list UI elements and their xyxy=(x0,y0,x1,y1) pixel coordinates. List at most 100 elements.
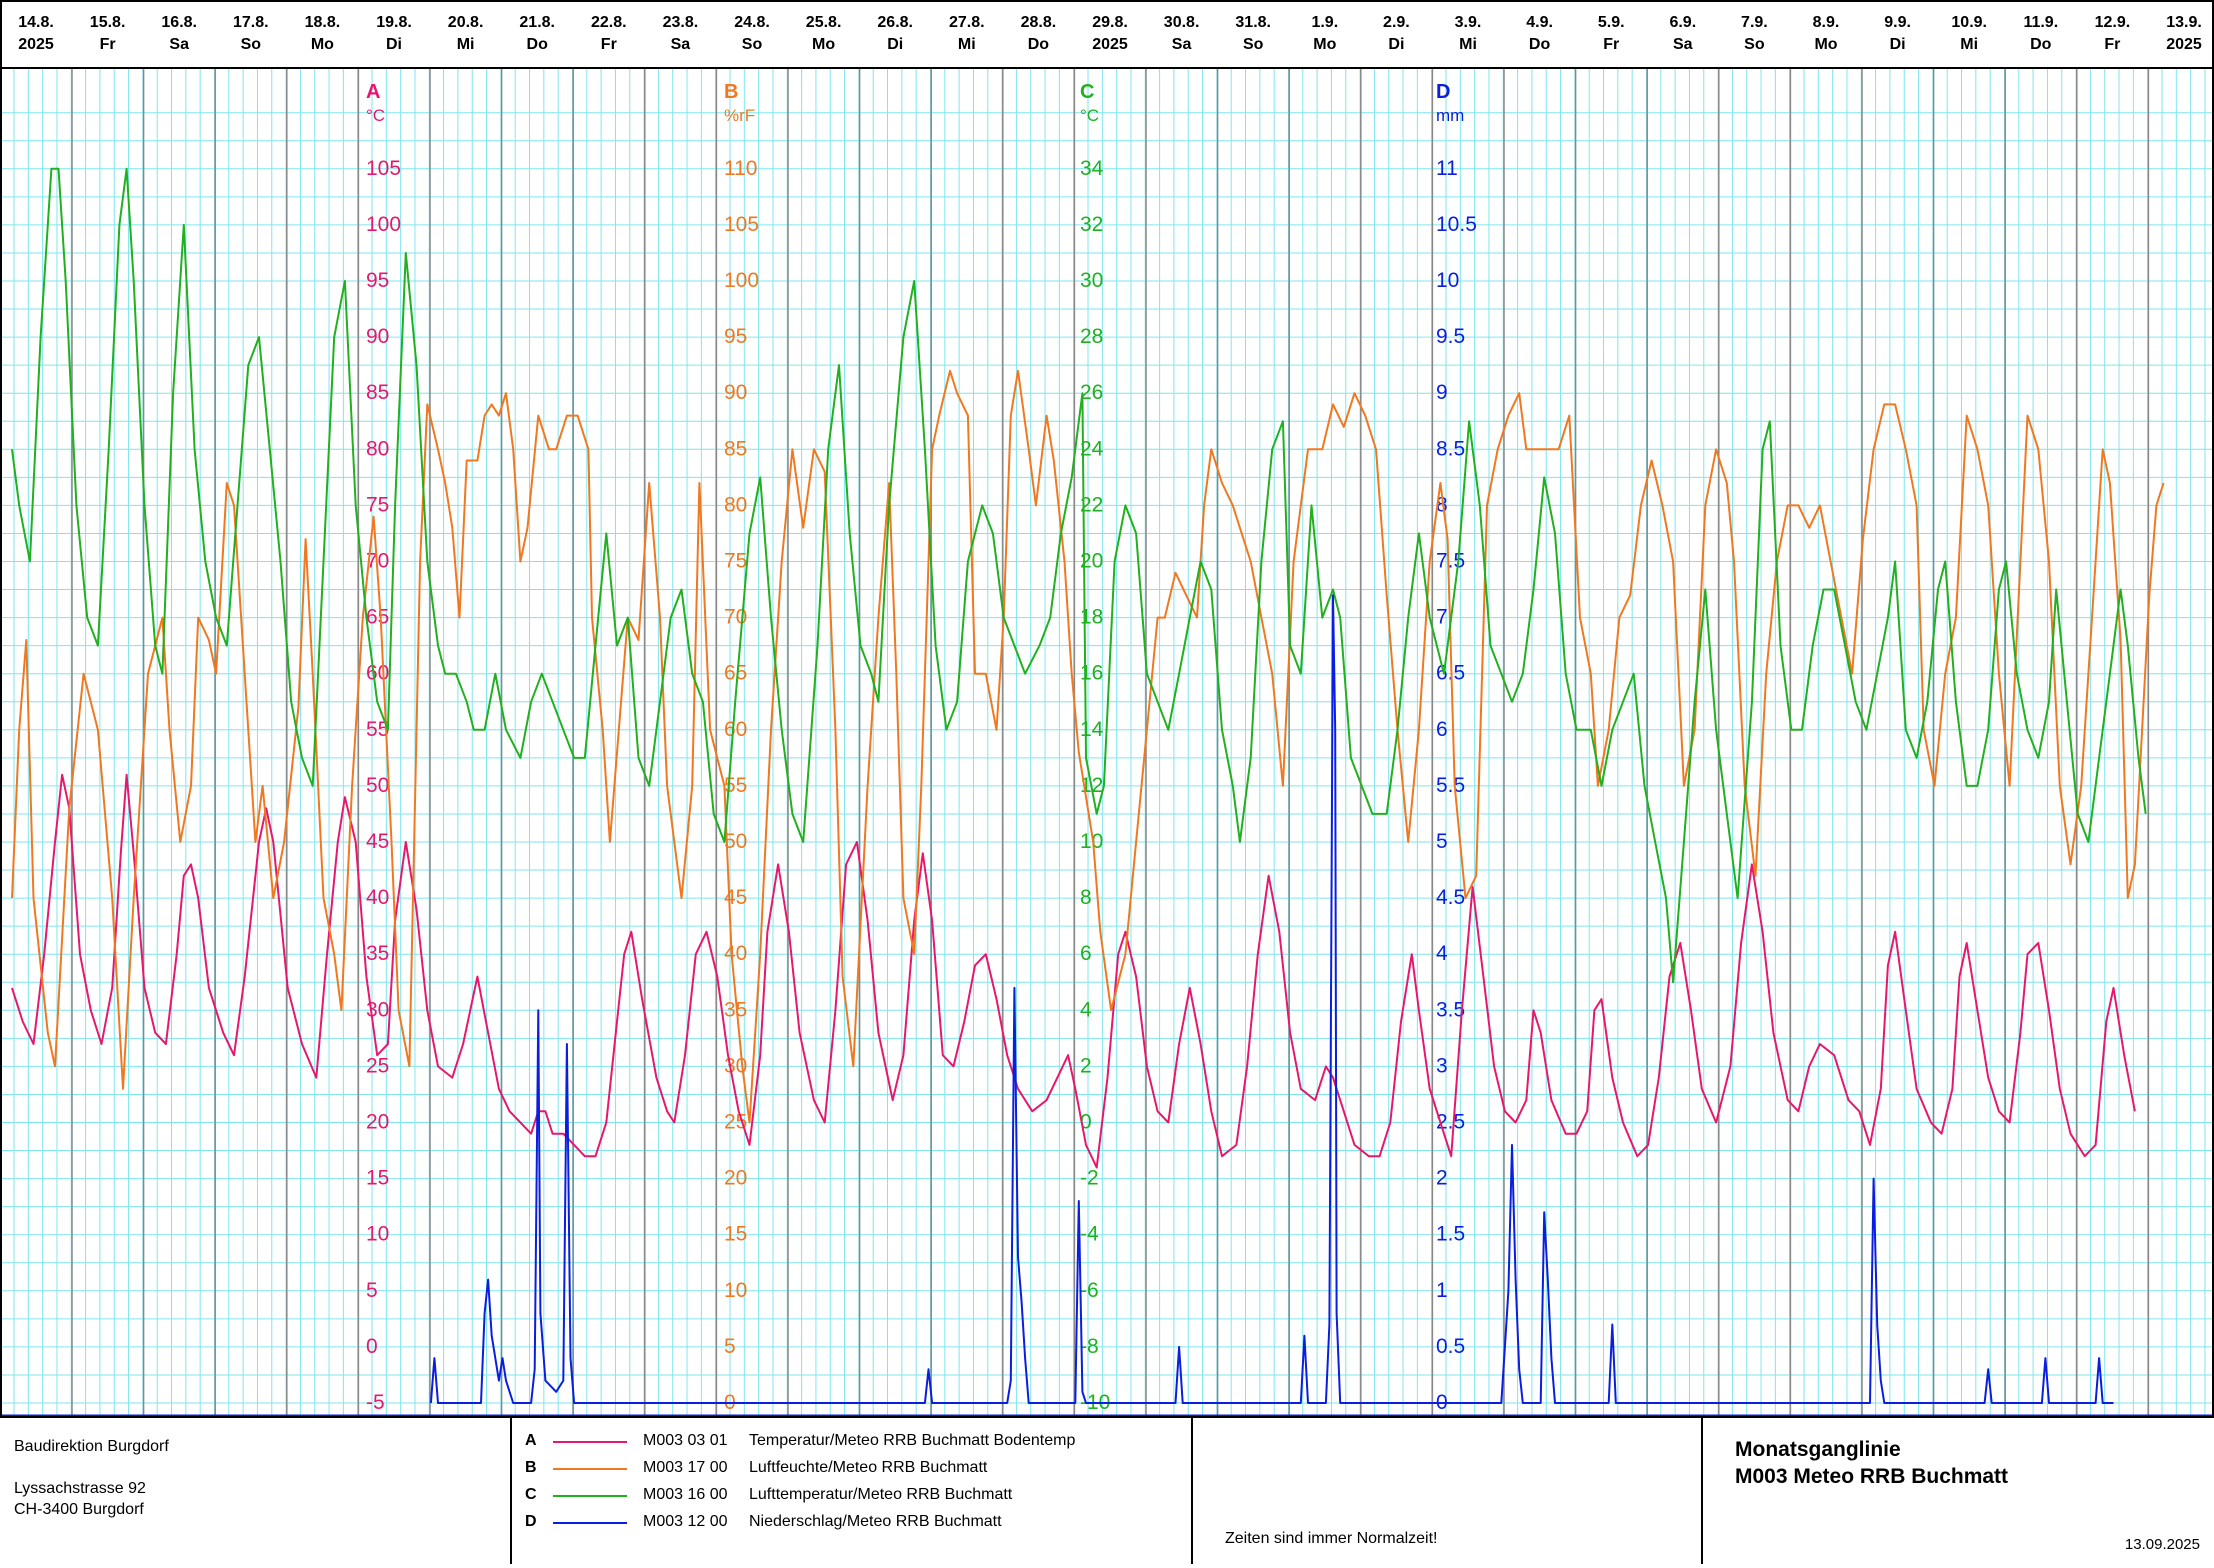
weekday-label: Fr xyxy=(601,36,617,53)
axis-tick-label: -6 xyxy=(1080,1279,1099,1302)
legend-swatch xyxy=(553,1468,627,1470)
axis-letter: D xyxy=(1436,81,1450,103)
data-series xyxy=(11,167,2165,1404)
date-label: 26.8. xyxy=(877,14,913,31)
axis-tick-label: 85 xyxy=(724,437,747,460)
axis-tick-label: 40 xyxy=(724,942,747,965)
axis-tick-label: 5 xyxy=(1436,830,1448,853)
date-label: 23.8. xyxy=(663,14,699,31)
axis-tick-label: 1.5 xyxy=(1436,1223,1465,1246)
weekday-label: Mi xyxy=(1960,36,1978,53)
axis-tick-label: 8 xyxy=(1080,886,1092,909)
axis-tick-label: 75 xyxy=(724,550,747,573)
axis-tick-label: 0 xyxy=(1080,1111,1092,1134)
title-box xyxy=(1701,1418,2214,1564)
time-note: Zeiten sind immer Normalzeit! xyxy=(1225,1530,1438,1547)
axis-tick-label: 18 xyxy=(1080,606,1103,629)
weekday-label: Mi xyxy=(457,36,475,53)
weekday-label: 2025 xyxy=(1092,36,1128,53)
axis-tick-label: 3.5 xyxy=(1436,998,1465,1021)
legend-code: M003 03 01 xyxy=(643,1432,728,1449)
axis-tick-label: 100 xyxy=(366,213,401,236)
axis-tick-label: 5.5 xyxy=(1436,774,1465,797)
date-label: 16.8. xyxy=(161,14,197,31)
legend-box xyxy=(510,1418,1193,1564)
legend-letter: D xyxy=(525,1513,537,1530)
address-line: CH-3400 Burgdorf xyxy=(14,1501,144,1518)
axis-tick-label: 10.5 xyxy=(1436,213,1477,236)
axis-tick-label: 3 xyxy=(1436,1054,1448,1077)
date-label: 29.8. xyxy=(1092,14,1128,31)
axis-tick-label: 2 xyxy=(1080,1054,1092,1077)
date-label: 24.8. xyxy=(734,14,770,31)
weekday-label: Mo xyxy=(1313,36,1336,53)
legend-letter: A xyxy=(525,1432,537,1449)
axis-tick-label: 4 xyxy=(1436,942,1448,965)
date-label: 10.9. xyxy=(1951,14,1987,31)
weekday-label: Mi xyxy=(958,36,976,53)
axis-tick-label: 20 xyxy=(366,1111,389,1134)
date-label: 28.8. xyxy=(1021,14,1057,31)
axis-tick-label: 5 xyxy=(724,1335,736,1358)
weekday-label: Do xyxy=(527,36,549,53)
weekday-label: So xyxy=(1243,36,1264,53)
axis-tick-label: 40 xyxy=(366,886,389,909)
axis-tick-label: 95 xyxy=(366,269,389,292)
axis-tick-label: 16 xyxy=(1080,662,1103,685)
axis-tick-label: 35 xyxy=(366,942,389,965)
axis-tick-label: 80 xyxy=(724,493,747,516)
axis-tick-label: 9.5 xyxy=(1436,325,1465,348)
legend-description: Temperatur/Meteo RRB Buchmatt Bodentemp xyxy=(749,1432,1076,1449)
axis-tick-label: 55 xyxy=(366,718,389,741)
axis-unit: %rF xyxy=(724,106,755,125)
axis-tick-label: 80 xyxy=(366,437,389,460)
day-lines xyxy=(71,68,2150,1416)
axis-tick-label: 110 xyxy=(724,157,757,180)
axis-tick-label: 45 xyxy=(724,886,747,909)
weekday-label: Do xyxy=(1028,36,1050,53)
axis-tick-label: 90 xyxy=(366,325,389,348)
axis-tick-label: 50 xyxy=(724,830,747,853)
date-label: 1.9. xyxy=(1311,14,1338,31)
axis-tick-label: 26 xyxy=(1080,381,1103,404)
date-label: 31.8. xyxy=(1235,14,1271,31)
date-label: 19.8. xyxy=(376,14,412,31)
chart-frame xyxy=(0,0,2214,1418)
series-line-c xyxy=(11,167,2147,984)
date-label: 12.9. xyxy=(2095,14,2131,31)
date-label: 9.9. xyxy=(1884,14,1911,31)
axis-tick-label: 15 xyxy=(366,1167,389,1190)
legend-code: M003 12 00 xyxy=(643,1513,728,1530)
weekday-label: Mo xyxy=(311,36,334,53)
axis-tick-label: 30 xyxy=(1080,269,1103,292)
axis-tick-label: 35 xyxy=(724,998,747,1021)
date-label: 4.9. xyxy=(1526,14,1553,31)
weekday-label: Sa xyxy=(169,36,189,53)
date-label: 25.8. xyxy=(806,14,842,31)
axis-letter: C xyxy=(1080,81,1094,103)
weekday-label: So xyxy=(742,36,763,53)
weekday-label: Fr xyxy=(1603,36,1619,53)
axis-tick-label: 20 xyxy=(1080,550,1103,573)
axis-tick-label: 50 xyxy=(366,774,389,797)
axis-tick-label: 20 xyxy=(724,1167,747,1190)
weekday-label: Do xyxy=(2030,36,2052,53)
axis-tick-label: 9 xyxy=(1436,381,1448,404)
legend-swatch xyxy=(553,1441,627,1443)
address-box: Baudirektion Burgdorf Lyssachstrasse 92 … xyxy=(0,1418,510,1564)
weekday-label: So xyxy=(241,36,262,53)
axis-tick-label: 2.5 xyxy=(1436,1111,1465,1134)
chart-title: Monatsganglinie M003 Meteo RRB Buchmatt xyxy=(1735,1436,2008,1490)
weekday-label: 2025 xyxy=(18,36,54,53)
note-box xyxy=(1191,1418,1703,1564)
date-label: 21.8. xyxy=(519,14,555,31)
series-line-b xyxy=(11,369,2165,1124)
axis-tick-label: 85 xyxy=(366,381,389,404)
legend-code: M003 16 00 xyxy=(643,1486,728,1503)
axis-tick-label: 8 xyxy=(1436,493,1448,516)
date-label: 6.9. xyxy=(1669,14,1696,31)
footer-panel: Baudirektion Burgdorf Lyssachstrasse 92 … xyxy=(0,1418,2214,1568)
series-line-d xyxy=(429,594,2114,1404)
axis-tick-label: 65 xyxy=(724,662,747,685)
axis-tick-label: 5 xyxy=(366,1279,378,1302)
